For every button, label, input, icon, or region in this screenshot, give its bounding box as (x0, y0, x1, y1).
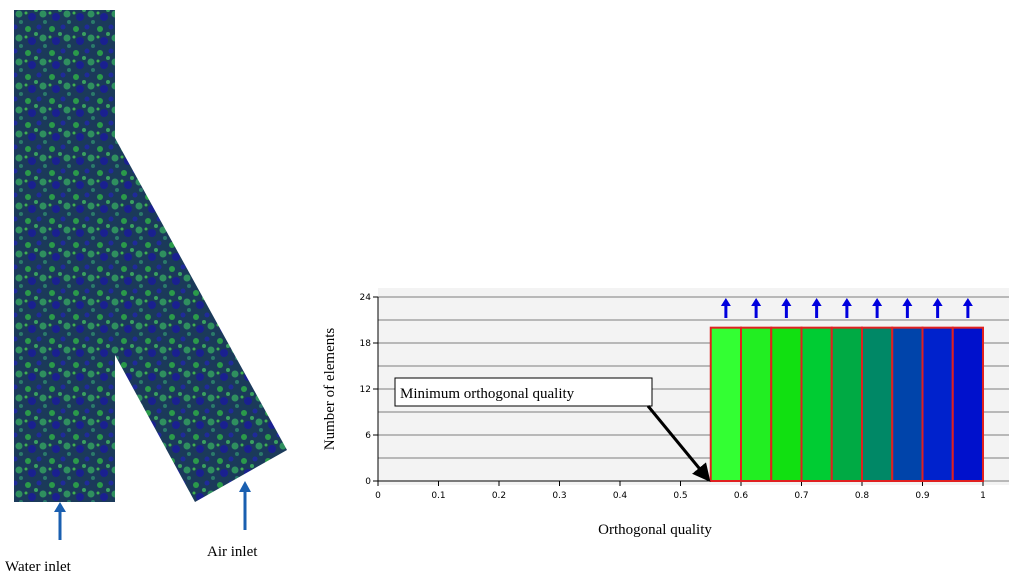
x-tick-label: 0.3 (552, 491, 566, 501)
mesh (14, 10, 287, 502)
figure: Water inlet Air inlet 0 6 12 18 24 0 0.1 0.2 0.3… (0, 0, 1009, 576)
x-tick-label: 0.1 (431, 491, 445, 501)
y-tick-label: 24 (360, 293, 372, 303)
x-tick-label: 0.7 (794, 491, 808, 501)
x-tick-label: 0.8 (855, 491, 870, 501)
bar (711, 328, 741, 481)
bar (892, 328, 922, 481)
inlet-arrow-head (54, 502, 66, 512)
bar (741, 328, 771, 481)
bar (923, 328, 953, 481)
bar (953, 328, 983, 481)
bar (862, 328, 892, 481)
x-axis-title: Orthogonal quality (598, 522, 712, 538)
y-tick-label: 0 (365, 477, 371, 487)
x-tick-label: 0.6 (734, 491, 749, 501)
x-tick-label: 0.4 (613, 491, 628, 501)
water-inlet-label: Water inlet (5, 559, 72, 575)
bar (771, 328, 801, 481)
y-axis-title: Number of elements (322, 328, 338, 451)
x-tick-label: 0.5 (673, 491, 687, 501)
air-inlet-label: Air inlet (207, 544, 258, 560)
y-tick-label: 12 (360, 385, 371, 395)
y-tick-label: 18 (360, 339, 372, 349)
x-tick-label: 1 (980, 491, 986, 501)
bar (802, 328, 832, 481)
x-tick-label: 0 (375, 491, 381, 501)
annotation: Minimum orthogonal quality (400, 386, 575, 402)
inlet-arrow-head (239, 481, 251, 492)
y-tick-label: 6 (365, 431, 371, 441)
x-tick-label: 0.9 (915, 491, 930, 501)
x-tick-label: 0.2 (492, 491, 506, 501)
bar (832, 328, 862, 481)
